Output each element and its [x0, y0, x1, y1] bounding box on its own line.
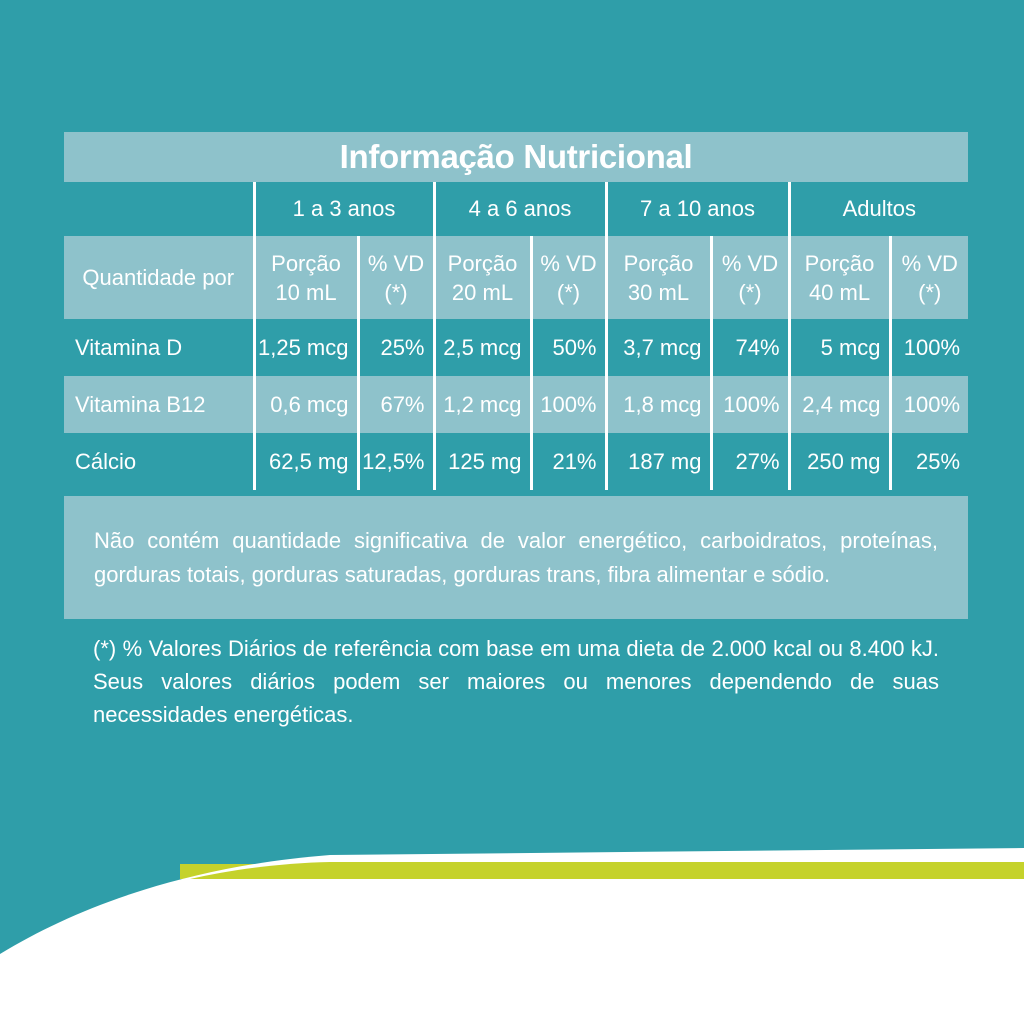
table-row: Vitamina D 1,25 mcg 25% 2,5 mcg 50% 3,7 …	[64, 319, 969, 376]
portion-label: Porção	[447, 250, 518, 276]
table-cell: 25%	[888, 433, 969, 490]
table-cell: 62,5 mg	[252, 433, 358, 490]
vd-label: % VD	[901, 250, 958, 276]
quantity-label: Quantidade por	[64, 236, 254, 319]
table-cell: 3,7 mcg	[604, 319, 711, 376]
vd-ref: (*)	[738, 279, 762, 305]
table-cell: 27%	[709, 433, 790, 490]
table-cell: 1,8 mcg	[604, 376, 711, 433]
table-cell: 25%	[356, 319, 434, 376]
accent-wave-edge	[190, 862, 1024, 879]
vd-label: % VD	[721, 250, 779, 276]
age-group-header: 1 a 3 anos	[252, 182, 434, 236]
portion-amount: 40 mL	[808, 279, 871, 305]
table-cell: 250 mg	[787, 433, 891, 490]
table-cell: 125 mg	[432, 433, 531, 490]
table-cell: 50%	[529, 319, 606, 376]
nutrition-table: 1 a 3 anos 4 a 6 anos 7 a 10 anos Adulto…	[64, 182, 969, 490]
age-group-header: 7 a 10 anos	[604, 182, 790, 236]
table-cell: 100%	[888, 376, 969, 433]
portion-label: Porção	[804, 250, 875, 276]
portion-header: Porção 10 mL	[252, 236, 358, 319]
bottom-wave-decoration	[0, 848, 1024, 1024]
table-cell: 1,25 mcg	[252, 319, 358, 376]
vd-ref: (*)	[556, 279, 581, 305]
age-group-header: Adultos	[787, 182, 969, 236]
vd-header: % VD (*)	[356, 236, 434, 319]
table-cell: 100%	[529, 376, 606, 433]
table-cell: 2,4 mcg	[787, 376, 891, 433]
portion-header: Porção 30 mL	[604, 236, 711, 319]
table-cell: 1,2 mcg	[432, 376, 531, 433]
table-cell: 187 mg	[604, 433, 711, 490]
nutrient-name: Vitamina B12	[64, 376, 254, 433]
table-cell: 5 mcg	[787, 319, 891, 376]
nutrient-name: Vitamina D	[75, 334, 183, 360]
portion-header: Porção 20 mL	[432, 236, 531, 319]
table-cell: 0,6 mcg	[252, 376, 358, 433]
age-group-header: 4 a 6 anos	[432, 182, 606, 236]
vd-header: % VD (*)	[709, 236, 790, 319]
footnote: (*) % Valores Diários de referência com …	[93, 636, 939, 727]
portion-amount: 30 mL	[627, 279, 690, 305]
subheader-row: Quantidade por Porção 10 mL % VD (*) Porçã…	[64, 236, 969, 319]
portion-amount: 20 mL	[451, 279, 514, 305]
nutrition-panel: Informação Nutricional 1 a 3 anos 4 a 6 …	[64, 132, 969, 490]
empty-header-cell	[64, 182, 254, 236]
age-group-row: 1 a 3 anos 4 a 6 anos 7 a 10 anos Adulto…	[64, 182, 969, 236]
vd-header: % VD (*)	[888, 236, 969, 319]
table-cell: 21%	[529, 433, 606, 490]
table-title: Informação Nutricional	[64, 132, 968, 182]
table-cell: 12,5%	[356, 433, 434, 490]
nutrient-name: Cálcio	[75, 448, 137, 474]
table-row: Vitamina B12 0,6 mcg 67% 1,2 mcg 100% 1,…	[64, 376, 969, 433]
table-cell: 100%	[709, 376, 790, 433]
table-cell: 74%	[709, 319, 790, 376]
white-wave	[0, 848, 1024, 1024]
table-cell: 100%	[888, 319, 969, 376]
vd-label: % VD	[367, 250, 425, 276]
portion-amount: 10 mL	[275, 279, 337, 305]
nutrition-note: Não contém quantidade significativa de v…	[64, 496, 968, 619]
table-cell: 2,5 mcg	[432, 319, 531, 376]
vd-ref: (*)	[384, 279, 408, 305]
table-row: Cálcio 62,5 mg 12,5% 125 mg 21% 187 mg 2…	[64, 433, 969, 490]
portion-label: Porção	[271, 250, 341, 276]
vd-ref: (*)	[918, 279, 942, 305]
portion-label: Porção	[623, 250, 694, 276]
vd-header: % VD (*)	[529, 236, 606, 319]
table-cell: 67%	[356, 376, 434, 433]
portion-header: Porção 40 mL	[787, 236, 891, 319]
vd-label: % VD	[540, 250, 597, 276]
